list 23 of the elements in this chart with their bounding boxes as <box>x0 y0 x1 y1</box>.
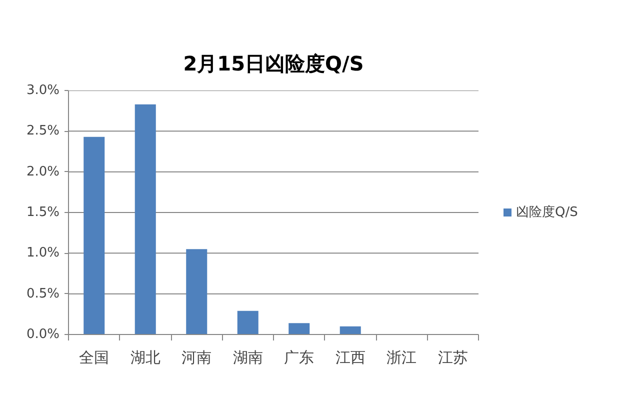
bar <box>84 136 105 334</box>
y-tick-label: 1.5% <box>26 205 60 220</box>
x-tick-label: 湖南 <box>232 348 263 366</box>
x-tick-label: 浙江 <box>386 348 417 366</box>
bar <box>134 104 156 334</box>
bar <box>237 310 258 334</box>
legend-label: 凶险度Q/S <box>516 204 578 221</box>
bar <box>340 326 361 334</box>
y-tick-label: 0.5% <box>26 286 60 302</box>
x-tick-label: 河南 <box>182 348 212 366</box>
chart-title: 2月15日凶险度Q/S <box>183 52 364 76</box>
y-tick-label: 1.0% <box>26 246 60 261</box>
x-tick-label: 江西 <box>335 348 366 366</box>
x-tick-label: 广东 <box>284 348 314 366</box>
y-tick-label: 3.0% <box>26 83 60 98</box>
x-tick-label: 湖北 <box>130 348 160 366</box>
bar <box>288 323 310 334</box>
y-tick-label: 0.0% <box>26 327 60 342</box>
x-tick-label: 全国 <box>79 348 110 366</box>
bar <box>186 249 208 334</box>
y-tick-label: 2.0% <box>26 164 60 180</box>
y-tick-label: 2.5% <box>26 124 60 139</box>
x-tick-label: 江苏 <box>438 348 468 366</box>
